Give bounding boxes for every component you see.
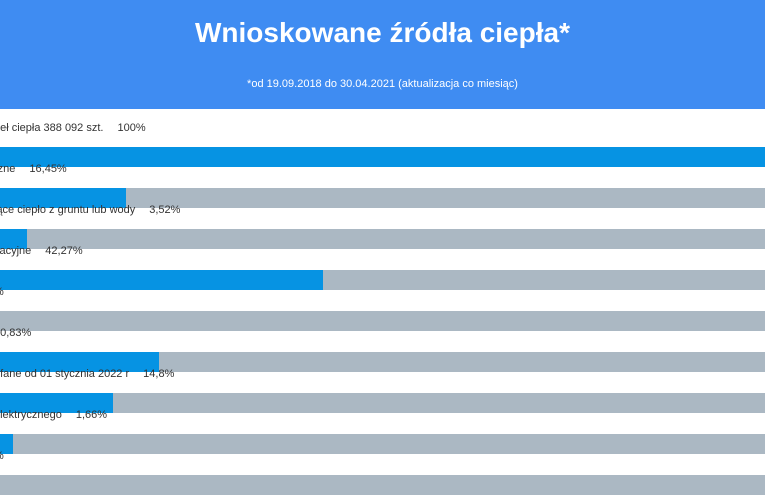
bar-track-8 — [0, 475, 765, 495]
bar-label-2: jące ciepło z gruntu lub wody 3,52% — [0, 200, 180, 220]
bar-value-label-8: % — [0, 450, 4, 462]
bar-track-5 — [0, 352, 765, 372]
bar-category-0: deł ciepła 388 092 szt. — [0, 122, 104, 134]
bar-7 — [0, 434, 13, 454]
bar-value-label-5: 20,83% — [0, 327, 32, 339]
bar-category-6: ofane od 01 stycznia 2022 r — [0, 368, 130, 380]
bar-track-4 — [0, 311, 765, 331]
bar-chart: deł ciepła 388 092 szt. 100% rzne 16,45% jąc… — [0, 109, 765, 496]
chart-header: Wnioskowane źródła ciepła* *od 19.09.201… — [0, 0, 765, 109]
bar-value-label-7: 1,66% — [75, 409, 108, 421]
bar-category-7: elektrycznego — [0, 409, 62, 421]
bar-category-1: rzne — [0, 163, 16, 175]
bar-value-label-1: 16,45% — [29, 163, 67, 175]
chart-subtitle: *od 19.09.2018 do 30.04.2021 (aktualizac… — [247, 78, 518, 90]
bar-label-7: elektrycznego 1,66% — [0, 405, 107, 425]
bar-value-label-4: % — [0, 286, 4, 298]
bar-label-6: ofane od 01 stycznia 2022 r 14,8% — [0, 364, 174, 384]
bar-value-label-3: 42,27% — [45, 245, 83, 257]
bar-track-2 — [0, 229, 765, 249]
bar-label-8: % — [0, 446, 4, 466]
bar-category-3: sacyjne — [0, 245, 32, 257]
bar-5 — [0, 352, 159, 372]
bar-track-7 — [0, 434, 765, 454]
bar-track-6 — [0, 393, 765, 413]
bar-value-label-0: 100% — [117, 122, 146, 134]
bar-track-1 — [0, 188, 765, 208]
bar-0 — [0, 147, 765, 167]
bar-label-1: rzne 16,45% — [0, 159, 67, 179]
bar-track-0 — [0, 147, 765, 167]
bar-value-label-6: 14,8% — [143, 368, 175, 380]
bar-track-3 — [0, 270, 765, 290]
bar-label-5: 20,83% — [0, 323, 31, 343]
bar-value-label-2: 3,52% — [149, 204, 181, 216]
bar-category-2: jące ciepło z gruntu lub wody — [0, 204, 136, 216]
bar-label-3: sacyjne 42,27% — [0, 241, 83, 261]
bar-2 — [0, 229, 27, 249]
bar-1 — [0, 188, 126, 208]
bar-6 — [0, 393, 113, 413]
bar-3 — [0, 270, 323, 290]
bar-label-0: deł ciepła 388 092 szt. 100% — [0, 118, 146, 138]
bar-label-4: % — [0, 282, 4, 302]
chart-title: Wnioskowane źródła ciepła* — [195, 17, 570, 48]
